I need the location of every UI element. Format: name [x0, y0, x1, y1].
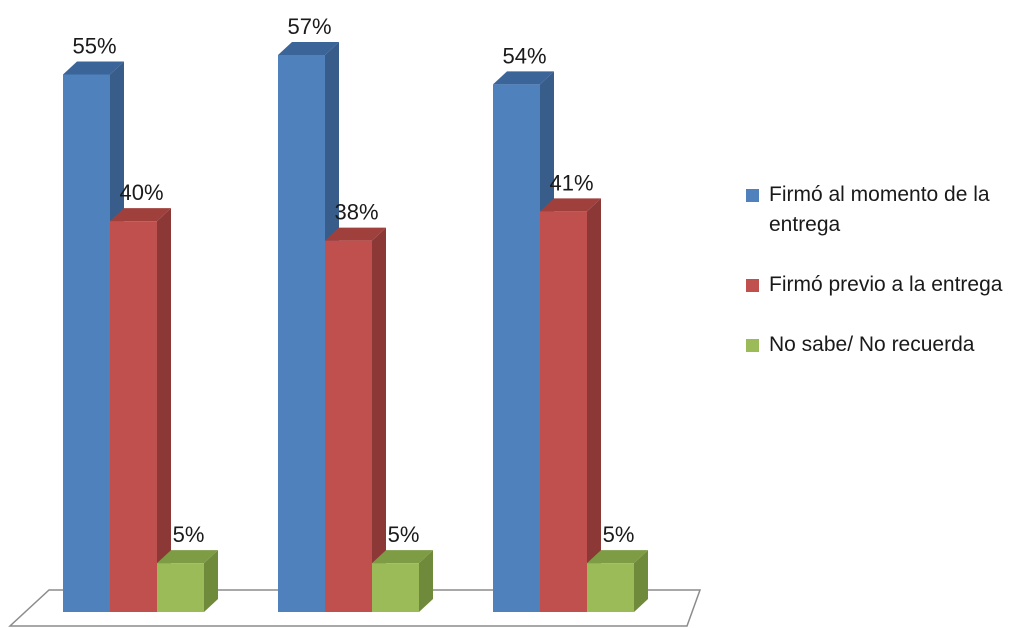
- bar-2-2: [325, 227, 386, 612]
- bar-3-3: [587, 550, 648, 612]
- data-label-3-2: 5%: [388, 522, 420, 547]
- bar-top: [110, 208, 171, 222]
- bar-top: [587, 550, 648, 564]
- data-labels-layer: 55% 40% 5% 57% 38% 5% 54% 41% 5%: [72, 14, 634, 547]
- bar-top: [540, 198, 601, 212]
- data-label-1-1: 55%: [72, 34, 116, 59]
- legend-swatch-red: [746, 279, 759, 292]
- legend-swatch-green: [746, 339, 759, 352]
- bar-top: [278, 42, 339, 55]
- legend-label: Firmó al momento de la entrega: [769, 183, 990, 236]
- legend: Firmó al momento de la entrega Firmó pre…: [742, 180, 1032, 360]
- data-label-1-2: 57%: [287, 14, 331, 39]
- data-label-2-2: 38%: [334, 200, 378, 225]
- bar-top: [325, 227, 386, 241]
- bar-top: [493, 71, 554, 85]
- bar-front: [325, 240, 372, 612]
- bar-3-2: [372, 550, 433, 612]
- legend-swatch-blue: [746, 189, 759, 202]
- data-label-2-3: 41%: [549, 170, 593, 195]
- data-label-2-1: 40%: [119, 180, 163, 205]
- bar-front: [63, 74, 110, 612]
- bar-2-1: [110, 208, 171, 612]
- bar-side: [157, 208, 171, 612]
- legend-label: No sabe/ No recuerda: [769, 333, 975, 356]
- data-label-3-1: 5%: [173, 522, 205, 547]
- bar-2-3: [540, 198, 601, 612]
- data-label-3-3: 5%: [603, 522, 635, 547]
- bar-side: [634, 550, 648, 612]
- bar-side: [372, 227, 386, 612]
- bar-3-1: [157, 550, 218, 612]
- bar-side: [204, 550, 218, 612]
- bar-top: [372, 550, 433, 564]
- legend-item-firmo-previo: Firmó previo a la entrega: [742, 270, 1032, 300]
- bar-front: [493, 84, 540, 612]
- bar-top: [63, 61, 124, 75]
- bar-top: [157, 550, 218, 564]
- bar-side: [419, 550, 433, 612]
- bar-front: [157, 563, 204, 612]
- bar-front: [540, 211, 587, 612]
- bar-front: [587, 563, 634, 612]
- legend-label: Firmó previo a la entrega: [769, 273, 1003, 296]
- bar-side: [587, 198, 601, 612]
- legend-item-firmo-al-momento: Firmó al momento de la entrega: [742, 180, 1032, 240]
- bars-layer: [63, 42, 648, 612]
- bar-front: [110, 221, 157, 612]
- legend-item-no-sabe: No sabe/ No recuerda: [742, 330, 1032, 360]
- data-label-1-3: 54%: [502, 43, 546, 68]
- bar-front: [278, 55, 325, 612]
- bar-front: [372, 563, 419, 612]
